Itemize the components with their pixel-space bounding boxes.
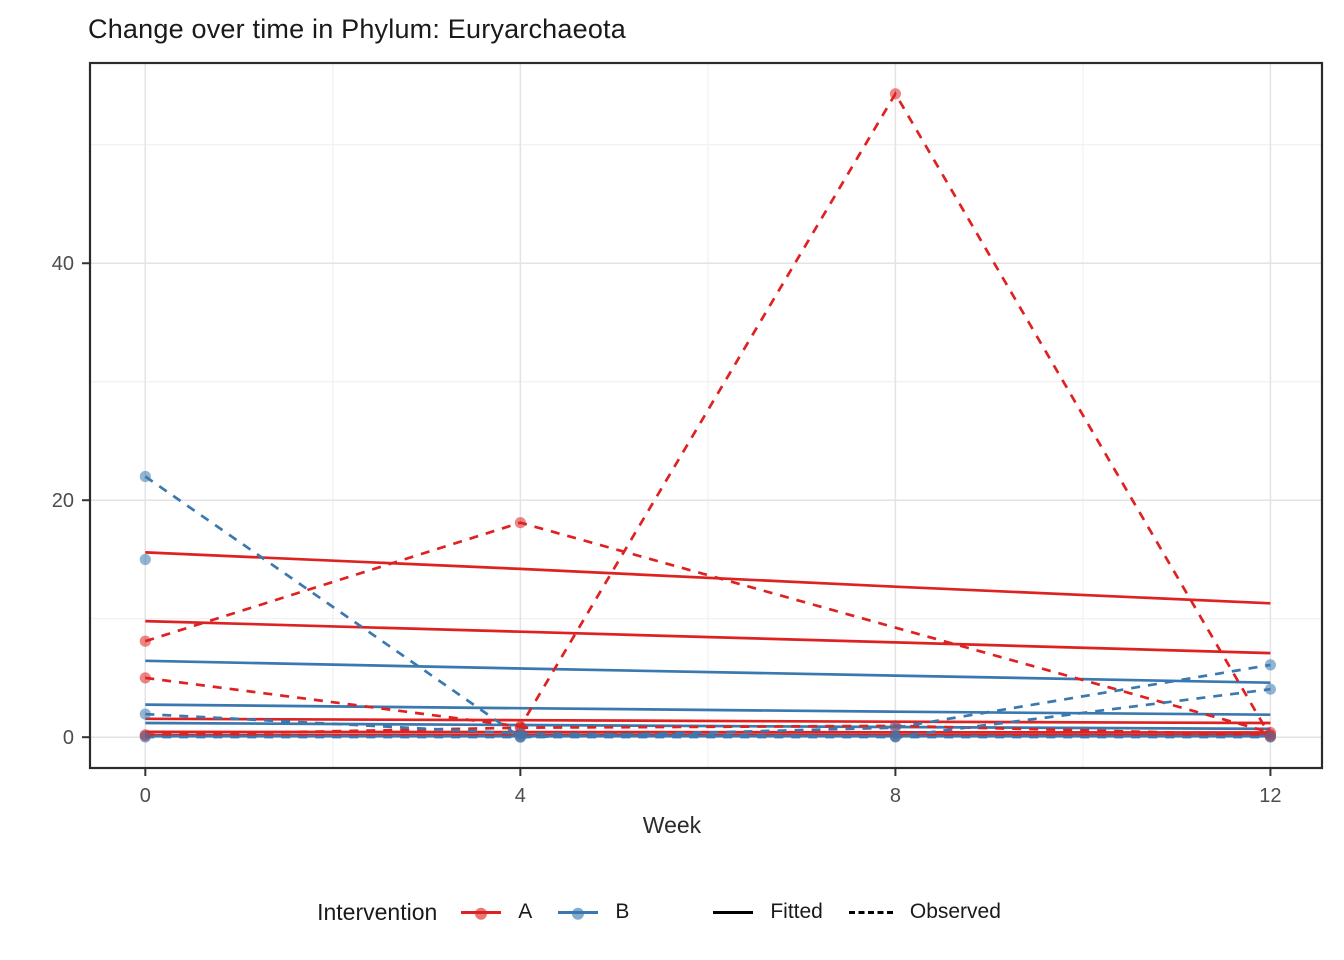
legend-key-group-a: A xyxy=(461,900,532,924)
legend-key-fitted: Fitted xyxy=(713,900,823,924)
data-point-b xyxy=(139,470,151,483)
data-point-a xyxy=(139,672,151,684)
axis-ticks xyxy=(82,262,1272,776)
y-tick-label: 40 xyxy=(52,253,74,275)
legend-label-fitted: Fitted xyxy=(770,900,823,923)
x-tick-label: 4 xyxy=(515,785,526,807)
plot-area: 0 20 40 0 4 8 12 xyxy=(52,61,1324,807)
legend-label-b: B xyxy=(615,900,630,923)
dashed-line-icon xyxy=(848,910,893,914)
x-tick-label: 0 xyxy=(140,785,151,807)
group-b-line-icon xyxy=(558,907,599,920)
group-b-point-icon xyxy=(572,907,585,920)
axis-tick-labels: 0 20 40 0 4 8 12 xyxy=(52,253,1282,807)
solid-line-icon xyxy=(713,910,754,914)
observed-points xyxy=(139,88,1276,743)
y-tick-label: 0 xyxy=(63,727,74,749)
data-point-a xyxy=(139,635,151,647)
series-line-a-observed xyxy=(145,91,1272,738)
series-line-a-fitted xyxy=(145,551,1271,605)
legend: Intervention A B Fitted Observed xyxy=(0,886,1344,938)
x-axis-title: Week xyxy=(642,812,702,838)
series-line-b-observed xyxy=(145,687,1271,738)
group-a-point-icon xyxy=(475,907,488,920)
legend-title: Intervention xyxy=(317,898,438,925)
chart-title: Change over time in Phylum: Euryarchaeot… xyxy=(88,14,626,44)
series-line-a-observed xyxy=(145,724,1271,737)
data-point-a xyxy=(889,88,902,100)
group-a-line-icon xyxy=(461,907,502,920)
data-point-b xyxy=(1264,683,1276,695)
y-tick-label: 20 xyxy=(52,490,74,512)
data-point-b xyxy=(139,731,151,743)
legend-label-observed: Observed xyxy=(909,900,1001,923)
legend-label-a: A xyxy=(518,900,533,923)
series-line-a-fitted xyxy=(145,619,1271,655)
x-tick-label: 12 xyxy=(1259,785,1281,807)
legend-key-group-b: B xyxy=(558,900,629,924)
series-line-b-observed xyxy=(144,475,1271,739)
data-point-b xyxy=(139,708,151,720)
x-tick-label: 8 xyxy=(890,785,901,807)
data-point-b xyxy=(139,553,151,566)
series-line-a-fitted xyxy=(145,717,1271,725)
data-point-a xyxy=(514,517,527,529)
data-point-b xyxy=(1264,731,1276,743)
data-point-b xyxy=(889,722,902,734)
legend-key-observed: Observed xyxy=(848,900,1001,924)
data-point-b xyxy=(889,731,902,743)
data-point-b xyxy=(514,731,527,743)
data-point-b xyxy=(1264,659,1276,671)
panel-border xyxy=(88,61,1324,770)
